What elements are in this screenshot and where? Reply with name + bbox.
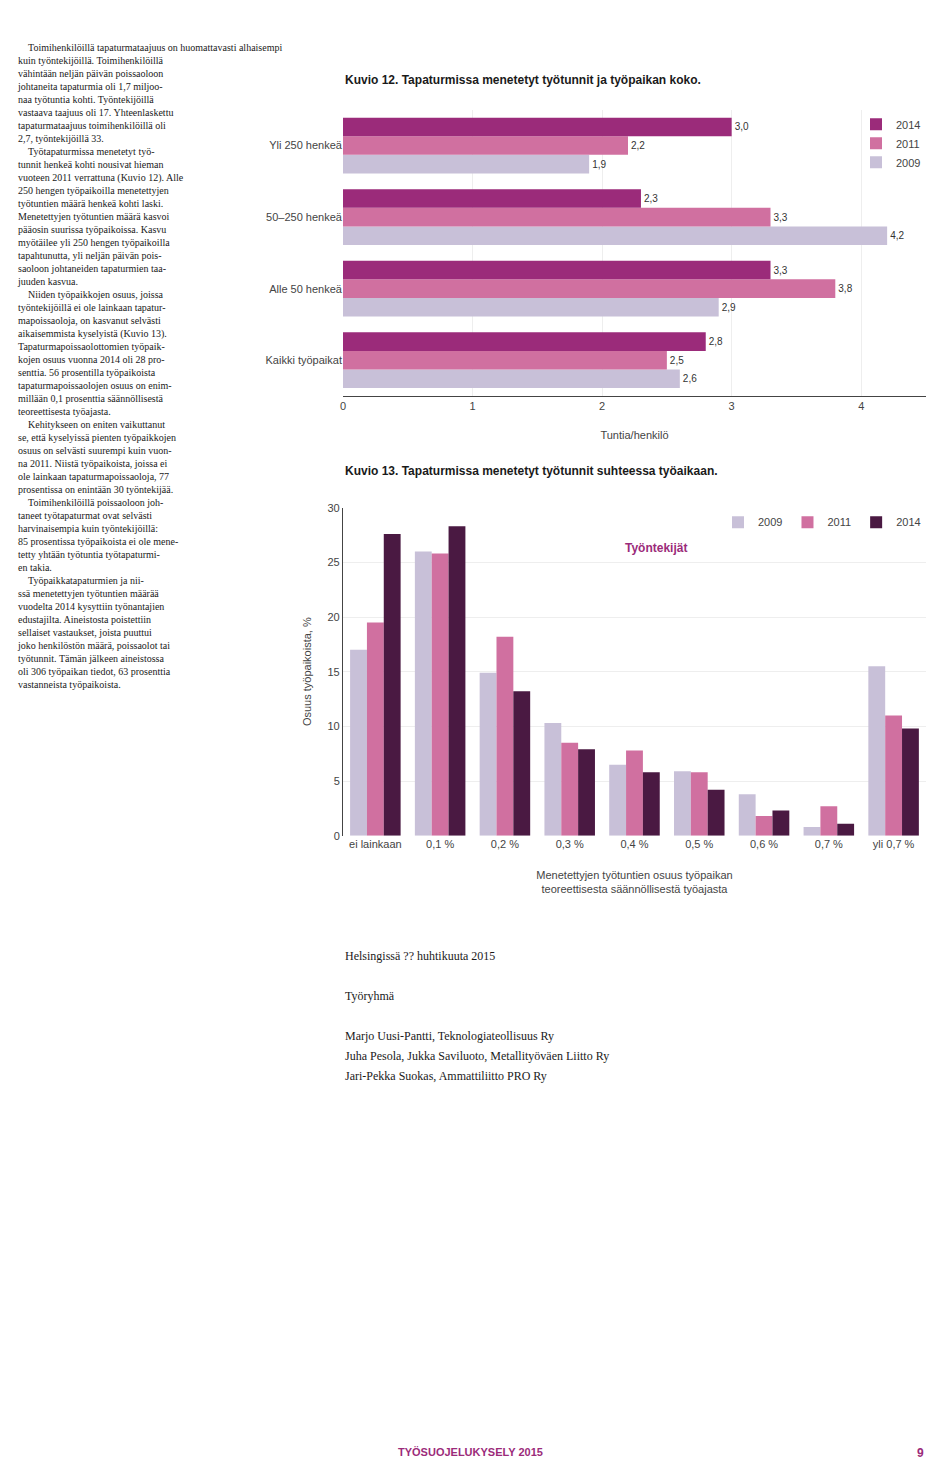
svg-text:2,8: 2,8 — [709, 336, 723, 347]
svg-text:3,0: 3,0 — [735, 121, 749, 132]
svg-text:0,6 %: 0,6 % — [750, 838, 778, 850]
svg-text:Kuvio 12. Tapaturmissa menetet: Kuvio 12. Tapaturmissa menetetyt työtunn… — [345, 73, 701, 87]
svg-text:Kaikki työpaikat: Kaikki työpaikat — [266, 354, 342, 366]
svg-text:Yli 250 henkeä: Yli 250 henkeä — [269, 139, 343, 151]
svg-text:20: 20 — [328, 611, 340, 623]
svg-text:Juha Pesola, Jukka Saviluoto,: Juha Pesola, Jukka Saviluoto, Metallityö… — [345, 1049, 609, 1063]
svg-text:3,3: 3,3 — [774, 212, 788, 223]
svg-text:15: 15 — [328, 666, 340, 678]
svg-text:2: 2 — [599, 400, 605, 412]
svg-text:2011: 2011 — [896, 138, 920, 150]
svg-text:0,4 %: 0,4 % — [620, 838, 648, 850]
svg-text:1: 1 — [469, 400, 475, 412]
svg-text:2009: 2009 — [758, 516, 782, 528]
svg-text:0,5 %: 0,5 % — [685, 838, 713, 850]
svg-text:Kuvio 13. Tapaturmissa menetet: Kuvio 13. Tapaturmissa menetetyt työtunn… — [345, 464, 718, 478]
svg-text:4: 4 — [858, 400, 864, 412]
svg-text:0,1 %: 0,1 % — [426, 838, 454, 850]
svg-text:Jari-Pekka Suokas, Ammattiliit: Jari-Pekka Suokas, Ammattiliitto PRO Ry — [345, 1069, 547, 1083]
svg-text:1,9: 1,9 — [592, 159, 606, 170]
svg-text:Osuus työpaikoista, %: Osuus työpaikoista, % — [301, 617, 313, 726]
svg-text:Menetettyjen työtuntien osuus: Menetettyjen työtuntien osuus työpaikant… — [536, 869, 732, 895]
svg-text:9: 9 — [917, 1446, 924, 1460]
svg-text:ei lainkaan: ei lainkaan — [349, 838, 402, 850]
svg-text:50–250 henkeä: 50–250 henkeä — [266, 211, 343, 223]
svg-text:2014: 2014 — [896, 516, 920, 528]
svg-text:0,3 %: 0,3 % — [556, 838, 584, 850]
svg-text:2,3: 2,3 — [644, 193, 658, 204]
svg-text:Marjo Uusi-Pantti, Teknologiat: Marjo Uusi-Pantti, Teknologiateollisuus … — [345, 1029, 554, 1043]
svg-text:2014: 2014 — [896, 119, 920, 131]
svg-text:2,6: 2,6 — [683, 373, 697, 384]
svg-text:Työntekijät: Työntekijät — [625, 541, 687, 555]
svg-text:3: 3 — [729, 400, 735, 412]
svg-text:30: 30 — [328, 502, 340, 514]
svg-text:Alle 50 henkeä: Alle 50 henkeä — [269, 283, 343, 295]
svg-text:25: 25 — [328, 556, 340, 568]
svg-text:2009: 2009 — [896, 157, 920, 169]
svg-text:Työryhmä: Työryhmä — [345, 989, 395, 1003]
svg-text:2,9: 2,9 — [722, 302, 736, 313]
svg-text:0,2 %: 0,2 % — [491, 838, 519, 850]
svg-text:0,7 %: 0,7 % — [815, 838, 843, 850]
svg-text:Toimihenkilöillä tapaturmataaj: Toimihenkilöillä tapaturmataajuus on huo… — [17, 42, 282, 690]
svg-text:5: 5 — [334, 775, 340, 787]
svg-text:4,2: 4,2 — [890, 230, 904, 241]
svg-text:0: 0 — [334, 830, 340, 842]
svg-text:10: 10 — [328, 720, 340, 732]
svg-text:3,8: 3,8 — [838, 283, 852, 294]
svg-text:0: 0 — [340, 400, 346, 412]
svg-text:TYÖSUOJELUKYSELY 2015: TYÖSUOJELUKYSELY 2015 — [398, 1446, 543, 1458]
svg-text:Tuntia/henkilö: Tuntia/henkilö — [600, 429, 668, 441]
svg-text:yli 0,7 %: yli 0,7 % — [873, 838, 915, 850]
svg-text:3,3: 3,3 — [774, 265, 788, 276]
svg-text:Helsingissä ?? huhtikuuta 2015: Helsingissä ?? huhtikuuta 2015 — [345, 949, 495, 963]
svg-text:2,5: 2,5 — [670, 355, 684, 366]
svg-text:2011: 2011 — [827, 516, 851, 528]
svg-text:2,2: 2,2 — [631, 140, 645, 151]
